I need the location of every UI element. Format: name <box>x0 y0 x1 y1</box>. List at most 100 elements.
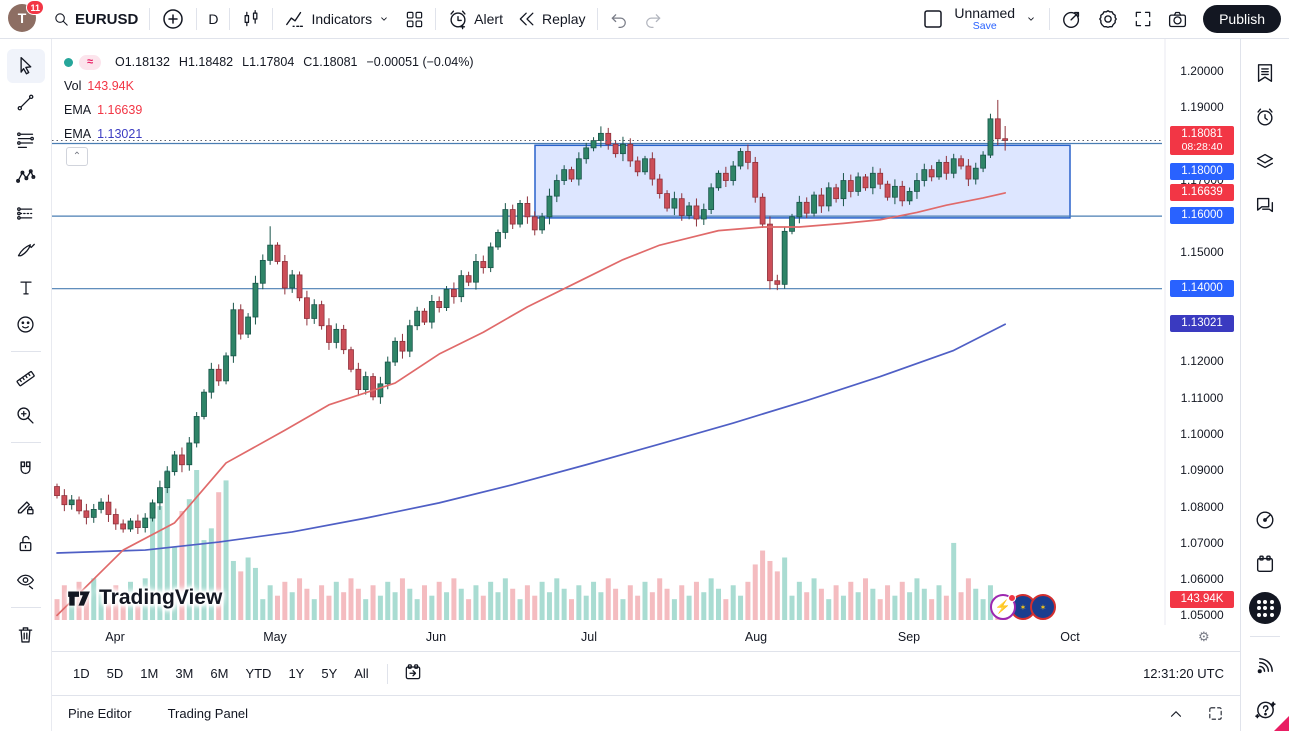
layout-square-icon <box>921 7 945 31</box>
candle-body <box>781 230 788 285</box>
projection-tool[interactable] <box>7 197 45 231</box>
chart-settings-button[interactable] <box>1090 4 1126 34</box>
text-tool-tool[interactable] <box>7 271 45 305</box>
range-button-ytd[interactable]: YTD <box>238 662 278 685</box>
range-button-1d[interactable]: 1D <box>66 662 97 685</box>
interval-button[interactable]: D <box>201 7 225 31</box>
candle-body <box>333 328 340 343</box>
cursor-icon <box>15 55 36 76</box>
compare-add-button[interactable] <box>154 3 192 35</box>
ohlc-high: H1.18482 <box>178 55 234 69</box>
edit-lock-tool[interactable] <box>7 490 45 524</box>
candle-body <box>267 244 274 261</box>
trading-panel-button[interactable]: Trading Panel <box>167 706 249 721</box>
quick-actions-button[interactable] <box>1054 4 1090 34</box>
volume-bar <box>370 585 376 620</box>
trash-tool[interactable] <box>7 618 45 652</box>
candle-body <box>281 261 288 289</box>
volume-bar <box>723 599 729 620</box>
layout-select-button[interactable]: Unnamed Save <box>914 0 1045 38</box>
panel-maximize-icon[interactable] <box>1207 705 1224 722</box>
volume-bar <box>752 564 758 620</box>
candle-body <box>936 161 942 178</box>
range-button-5d[interactable]: 5D <box>100 662 131 685</box>
candle-body <box>186 442 193 466</box>
alert-button[interactable]: Alert <box>440 4 510 34</box>
range-button-1y[interactable]: 1Y <box>281 662 311 685</box>
drawing-toolbar <box>0 39 52 731</box>
calendar-button[interactable] <box>1246 545 1284 583</box>
unlock-tool[interactable] <box>7 527 45 561</box>
chart-plot-area[interactable]: ≈ O1.18132 H1.18482 L1.17804 C1.18081 −0… <box>52 39 1240 625</box>
volume-bar <box>716 588 721 620</box>
fullscreen-button[interactable] <box>1126 5 1160 33</box>
help-button[interactable] <box>1246 690 1284 728</box>
calendar-goto-icon <box>403 662 423 682</box>
range-button-5y[interactable]: 5Y <box>314 662 344 685</box>
alerts-button[interactable] <box>1246 98 1284 136</box>
ema-slow-line[interactable] <box>56 323 1007 554</box>
watchlist-button[interactable] <box>1246 54 1284 92</box>
symbol-legend-row[interactable]: ≈ O1.18132 H1.18482 L1.17804 C1.18081 −0… <box>64 50 474 74</box>
redo-button[interactable] <box>636 5 670 33</box>
go-to-date-button[interactable] <box>396 658 430 689</box>
chart-style-button[interactable] <box>234 5 268 33</box>
legend-collapse-button[interactable]: ⌃ <box>66 147 88 166</box>
data-feed-button[interactable] <box>1246 646 1284 684</box>
trend-line-tool[interactable] <box>7 86 45 120</box>
indicator-templates-button[interactable] <box>398 6 431 33</box>
economic-event-markers[interactable]: ⚡ ✶ ✶ <box>990 594 1056 624</box>
zoom-in-tool[interactable] <box>7 399 45 433</box>
candle-body <box>61 495 68 506</box>
range-button-6m[interactable]: 6M <box>203 662 235 685</box>
volume-bar <box>348 578 354 620</box>
candle-body <box>120 523 127 530</box>
price-axis[interactable]: 1.200001.190001.170001.150001.120001.110… <box>1167 39 1240 625</box>
xabcd-pattern-icon <box>15 166 36 187</box>
undo-button[interactable] <box>602 5 636 33</box>
brush-tool[interactable] <box>7 234 45 268</box>
ema-fast-label: EMA <box>64 103 92 117</box>
chart-canvas[interactable] <box>52 39 1240 625</box>
candle-body <box>443 289 450 308</box>
ema-fast-legend-row[interactable]: EMA 1.16639 <box>64 98 474 122</box>
screener-button[interactable] <box>1246 501 1284 539</box>
cursor-tool[interactable] <box>6 48 45 83</box>
eu-event-icon[interactable]: ✶ <box>1030 594 1056 620</box>
save-label[interactable]: Save <box>972 19 997 32</box>
horizontal-lines-tool[interactable] <box>7 123 45 157</box>
publish-button[interactable]: Publish <box>1203 5 1281 33</box>
xabcd-pattern-tool[interactable] <box>7 160 45 194</box>
panel-expand-chevron-icon[interactable] <box>1167 705 1185 723</box>
symbol-search-button[interactable]: EURUSD <box>46 7 145 32</box>
price-tick-label: 1.09000 <box>1180 463 1224 478</box>
apps-button[interactable] <box>1246 589 1284 627</box>
ruler-tool[interactable] <box>7 362 45 396</box>
ema-fast-line[interactable] <box>56 192 1007 617</box>
volume-bar <box>208 528 214 620</box>
range-button-1m[interactable]: 1M <box>133 662 165 685</box>
magnet-tool[interactable] <box>7 453 45 487</box>
user-menu-button[interactable]: T 11 <box>8 0 44 34</box>
eye-hide-tool[interactable] <box>7 564 45 598</box>
chat-button[interactable] <box>1246 186 1284 224</box>
axis-settings-gear-icon[interactable]: ⚙ <box>1198 629 1210 644</box>
ema-slow-legend-row[interactable]: EMA 1.13021 <box>64 122 474 146</box>
economic-event-icon[interactable]: ⚡ <box>990 594 1016 620</box>
pine-editor-button[interactable]: Pine Editor <box>68 706 132 721</box>
candle-body <box>686 205 692 216</box>
object-tree-button[interactable] <box>1246 142 1284 180</box>
range-button-all[interactable]: All <box>347 662 375 685</box>
candle-body <box>362 376 369 391</box>
time-axis[interactable]: ⚙ Apr May Jun Jul Aug Sep Oct <box>52 625 1240 651</box>
replay-button[interactable]: Replay <box>510 5 593 33</box>
snapshot-button[interactable] <box>1160 5 1195 34</box>
range-button-3m[interactable]: 3M <box>168 662 200 685</box>
volume-bar <box>671 599 677 620</box>
volume-legend-row[interactable]: Vol 143.94K <box>64 74 474 98</box>
clock-utc[interactable]: 12:31:20 UTC <box>1143 666 1224 681</box>
emoji-tool[interactable] <box>7 308 45 342</box>
indicators-button[interactable]: Indicators <box>277 4 398 34</box>
candle-body <box>700 209 707 220</box>
candle-body <box>892 185 898 198</box>
